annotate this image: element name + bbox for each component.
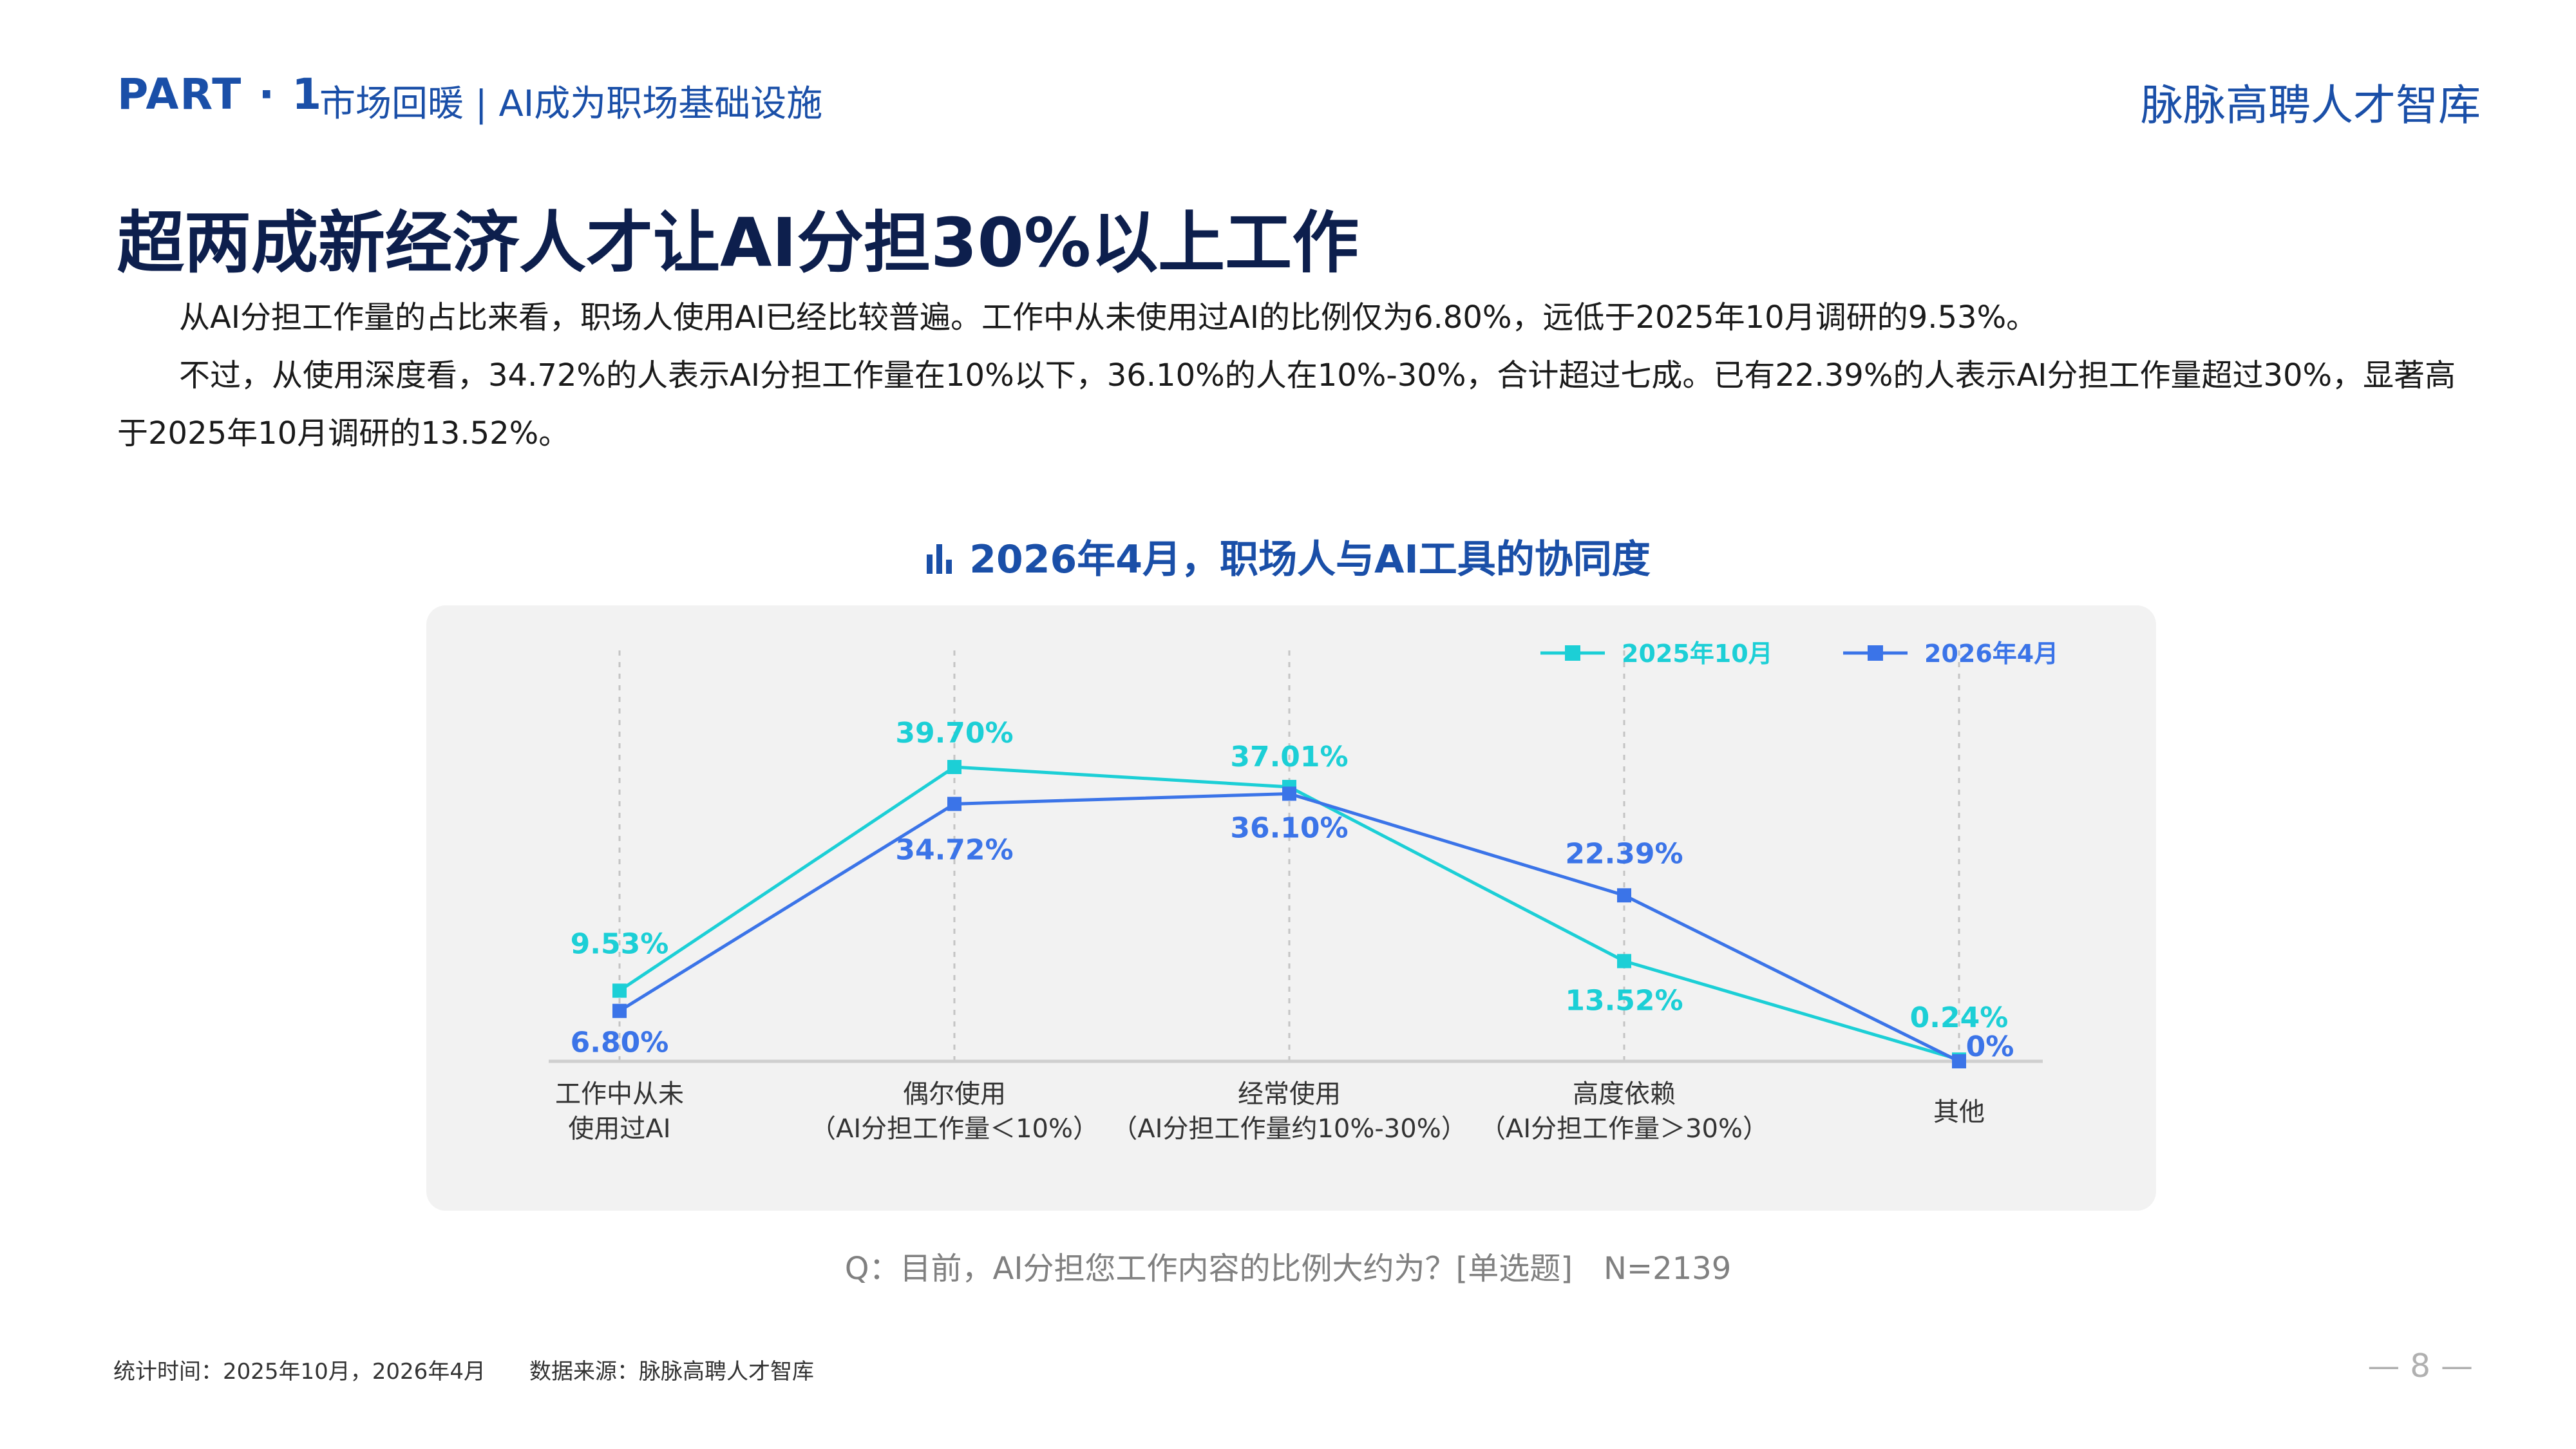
section-title: 市场回暖 | AI成为职场基础设施	[319, 83, 823, 125]
x-tick-label: 高度依赖	[1573, 1079, 1676, 1109]
part-label: PART · 1	[117, 70, 323, 119]
legend-marker-1	[1565, 645, 1580, 661]
paragraph-1: 从AI分担工作量的占比来看，职场人使用AI已经比较普遍。工作中从未使用过AI的比…	[179, 299, 2038, 336]
chart-title: 2026年4月，职场人与AI工具的协同度	[0, 528, 2576, 585]
series-line-1	[618, 765, 1960, 1061]
page-number: — 8 —	[2367, 1347, 2473, 1385]
data-label: 37.01%	[1230, 741, 1348, 773]
data-label: 6.80%	[571, 1027, 669, 1059]
data-label: 13.52%	[1565, 984, 1683, 1017]
bar-chart-icon	[925, 540, 954, 585]
chart-title-text: 2026年4月，职场人与AI工具的协同度	[969, 537, 1651, 582]
data-label: 22.39%	[1565, 837, 1683, 870]
data-label: 0%	[1966, 1030, 2014, 1063]
data-point	[1282, 786, 1296, 801]
data-point	[947, 760, 961, 775]
legend-marker-2	[1868, 645, 1883, 661]
x-tick-label: 工作中从未	[555, 1079, 684, 1109]
x-tick-label: （AI分担工作量＞30%）	[1480, 1114, 1768, 1144]
data-label: 9.53%	[571, 927, 669, 960]
survey-question: Q：目前，AI分担您工作内容的比例大约为？[单选题] N=2139	[844, 1251, 1732, 1287]
x-tick-label: 经常使用	[1238, 1079, 1341, 1109]
data-label: 0.24%	[1910, 1001, 2009, 1034]
data-label: 39.70%	[895, 717, 1013, 750]
x-tick-label: 偶尔使用	[903, 1079, 1006, 1109]
data-point	[612, 1003, 627, 1018]
data-label: 34.72%	[895, 833, 1013, 866]
brand-name: 脉脉高聘人才智库	[2141, 80, 2481, 130]
data-point	[1617, 888, 1631, 903]
x-tick-label: 使用过AI	[568, 1114, 670, 1144]
legend-label-1: 2025年10月	[1622, 639, 1773, 668]
legend-label-2: 2026年4月	[1924, 639, 2058, 668]
line-chart: 工作中从未使用过AI 偶尔使用 （AI分担工作量＜10%） 经常使用 （AI分担工作量约…	[549, 639, 2058, 1144]
data-point	[1952, 1054, 1966, 1068]
data-point	[1617, 954, 1631, 969]
data-label: 36.10%	[1230, 811, 1348, 844]
page-title: 超两成新经济人才让AI分担30%以上工作	[117, 204, 1359, 282]
paragraph-2: 不过，从使用深度看，34.72%的人表示AI分担工作量在10%以下，36.10%…	[117, 357, 2456, 451]
x-tick-label: （AI分担工作量约10%-30%）	[1112, 1114, 1466, 1144]
data-point	[947, 797, 961, 811]
footer-note: 统计时间：2025年10月，2026年4月 数据来源：脉脉高聘人才智库	[113, 1359, 814, 1385]
chart-panel: 工作中从未使用过AI 偶尔使用 （AI分担工作量＜10%） 经常使用 （AI分担工作量约…	[426, 605, 2156, 1211]
data-point	[612, 983, 627, 998]
x-tick-label: （AI分担工作量＜10%）	[810, 1114, 1099, 1144]
x-tick-label: 其他	[1933, 1097, 1985, 1127]
